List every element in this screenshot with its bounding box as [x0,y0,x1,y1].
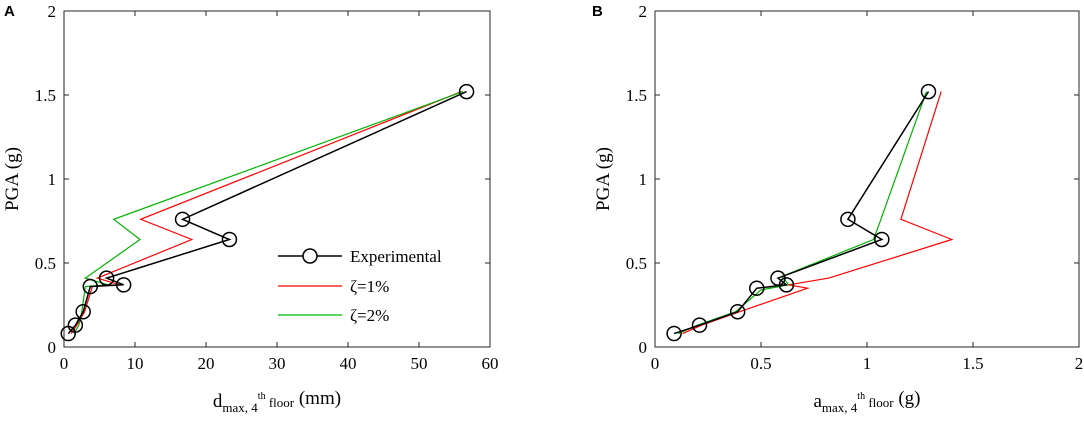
plot-frame [63,10,491,348]
data-point-experimental [82,278,99,295]
x-axis-title-sub: max, 4 [222,400,258,415]
panel-label: B [592,3,603,20]
data-point-experimental [840,211,856,228]
panel-label: A [4,3,15,20]
x-axis-title: amax, 4th floor (g) [813,388,920,415]
x-tick-label: 0 [651,354,660,373]
x-tick-label: 2 [1075,354,1084,373]
y-tick-label: 0.5 [35,254,56,273]
data-point-experimental [221,231,238,248]
x-axis-title-sup: th [857,391,865,402]
data-point-experimental [729,303,746,320]
series-line-experimental [673,91,930,335]
series-line-zeta-2 [678,91,927,335]
data-point-experimental [770,270,786,286]
x-tick-label: 1 [863,354,872,373]
data-point-experimental [67,317,84,333]
x-axis-title-main: d [213,391,223,412]
x-tick-label: 30 [269,354,286,373]
data-point-experimental [920,83,937,100]
data-point-experimental [666,325,682,342]
y-tick-label: 1.5 [626,86,647,105]
y-tick-label: 2 [639,2,648,21]
x-axis-title-unit: (mm) [294,388,341,409]
y-tick-label: 0 [48,338,57,357]
series-line-zeta-1 [682,91,954,335]
x-axis-title-unit: (g) [894,388,921,409]
panel-a: 0 10 20 30 40 50 60 0 0.5 1 1.5 2 PGA (g) dmax, 4th f… [2,2,499,415]
legend-label: ζ=1% [350,277,389,296]
y-tick-label: 1.5 [35,86,56,105]
data-point-experimental [874,231,890,248]
data-point-experimental [98,270,115,286]
x-axis-title: dmax, 4th floor (mm) [213,388,341,415]
series-line-zeta-1 [70,91,462,334]
legend-marker [302,248,318,264]
y-axis-title: PGA (g) [593,147,614,211]
series-line-zeta-2 [73,91,464,334]
x-tick-label: 20 [198,354,215,373]
plot-frame [654,10,1080,348]
y-tick-label: 2 [48,2,57,21]
x-axis-title-sub: max, 4 [822,400,858,415]
x-tick-label: 0.5 [750,354,771,373]
y-tick-label: 1 [48,170,57,189]
x-tick-label: 40 [340,354,357,373]
x-tick-label: 0 [60,354,69,373]
x-axis-title-sup: th [258,391,266,402]
x-tick-label: 10 [127,354,144,373]
x-axis-title-main: a [813,391,822,412]
y-tick-label: 1 [639,170,648,189]
data-point-experimental [75,303,91,320]
series-line-experimental [67,90,467,335]
x-axis-title-sub2: floor [865,395,894,410]
x-tick-label: 50 [411,354,428,373]
legend-label: Experimental [350,247,442,266]
data-point-experimental [174,211,191,228]
data-point-experimental [691,317,708,333]
data-point-experimental [749,280,765,296]
y-tick-label: 0.5 [626,254,647,273]
x-tick-label: 60 [482,354,499,373]
y-axis-title: PGA (g) [2,147,23,211]
legend-label: ζ=2% [350,306,389,325]
data-point-experimental [115,277,132,293]
data-point-experimental [458,83,475,100]
x-axis-title-sub2: floor [266,395,295,410]
y-tick-label: 0 [639,338,648,357]
x-tick-label: 1.5 [962,354,983,373]
panel-b: 0 0.5 1 1.5 2 0 0.5 1 1.5 2 PGA (g) amax, 4th floor… [592,2,1083,415]
